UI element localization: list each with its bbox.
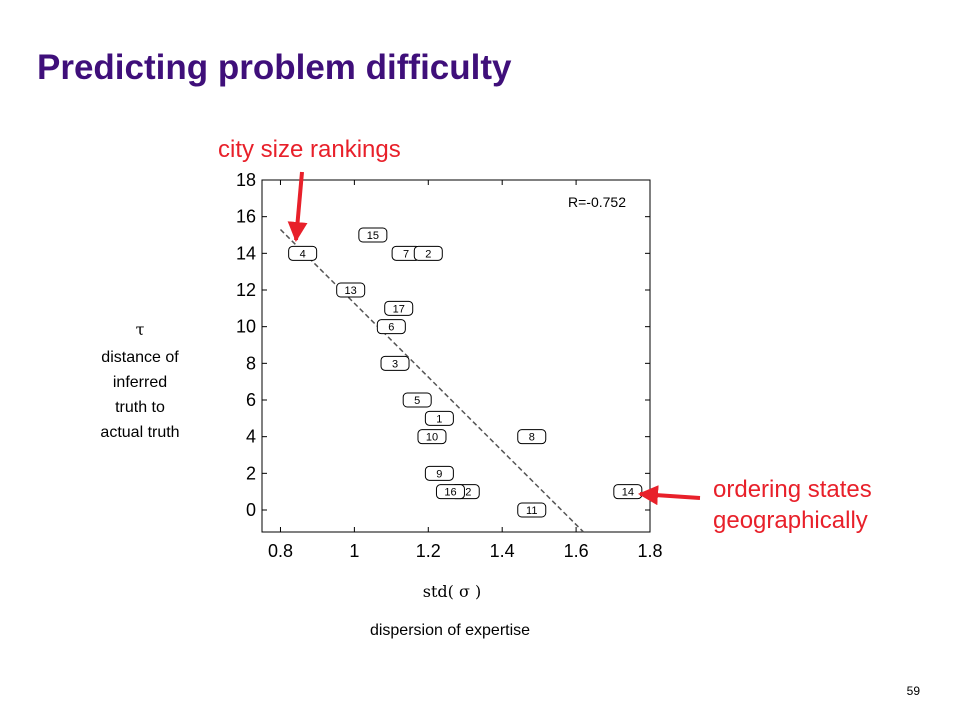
y-tick-label: 4 [246, 427, 256, 447]
x-tick-label: 0.8 [268, 541, 293, 561]
data-point-label: 15 [367, 230, 379, 242]
data-point-label: 9 [436, 468, 442, 480]
data-point-label: 3 [392, 358, 398, 370]
data-point-box [380, 355, 410, 371]
data-point: 11 [517, 502, 547, 518]
data-point: 16 [435, 484, 465, 500]
data-point-label: 5 [414, 395, 420, 407]
trend-line [279, 228, 585, 533]
axis-ticks [262, 179, 651, 532]
y-axis-description-line: inferred [112, 374, 168, 391]
slide-number: 59 [906, 684, 920, 698]
y-tick-label: 6 [246, 390, 256, 410]
data-point-box [424, 410, 454, 426]
data-point-box [435, 484, 465, 500]
x-axis-description: dispersion of expertise [369, 622, 531, 639]
data-point-label: 16 [444, 487, 456, 499]
y-tick-label: 18 [236, 170, 256, 190]
data-point-label: 14 [622, 487, 634, 499]
x-tick-label: 1.6 [564, 541, 589, 561]
x-tick-label: 1.2 [416, 541, 441, 561]
data-point-label: 10 [426, 432, 438, 444]
y-tick-label: 16 [236, 207, 256, 227]
correlation-annotation: R=-0.752 [568, 194, 626, 210]
data-point: 5 [402, 392, 432, 408]
y-axis-label-block: τ distance of inferred truth to actual t… [80, 320, 200, 445]
callout-ordering-states-line2: geographically [713, 507, 868, 534]
data-point: 10 [417, 429, 447, 445]
x-tick-label: 1 [349, 541, 359, 561]
data-point-box [288, 245, 318, 261]
y-tick-label: 0 [246, 500, 256, 520]
x-tick-label: 1.4 [490, 541, 515, 561]
y-tick-label: 10 [236, 317, 256, 337]
callout-ordering-states-line1: ordering states [713, 476, 872, 503]
x-tick-label: 1.8 [637, 541, 662, 561]
data-point: 8 [517, 429, 547, 445]
data-point-box [417, 429, 447, 445]
data-point-box [384, 300, 414, 316]
data-point-box [517, 429, 547, 445]
y-axis-symbol: τ [135, 320, 145, 339]
data-point-label: 4 [300, 248, 306, 260]
data-point-label: 2 [425, 248, 431, 260]
data-point: 3 [380, 355, 410, 371]
data-point-box [358, 227, 388, 243]
data-point: 14 [613, 484, 643, 500]
data-point-box [413, 245, 443, 261]
data-point: 13 [336, 282, 366, 298]
data-point-label: 17 [393, 303, 405, 315]
callout-ordering-states: ordering states geographically [713, 474, 872, 536]
y-axis-description-line: actual truth [100, 424, 180, 441]
data-point: 1 [424, 410, 454, 426]
data-point-label: 8 [529, 432, 535, 444]
data-point-box [517, 502, 547, 518]
x-axis-symbol: std( σ ) [422, 582, 482, 601]
y-axis-description-line: distance of [101, 349, 179, 366]
y-tick-label: 14 [236, 243, 256, 263]
data-point-label: 6 [388, 322, 394, 334]
data-point: 4 [288, 245, 318, 261]
data-point-label: 1 [436, 413, 442, 425]
callout-city-size-rankings: city size rankings [218, 136, 401, 163]
y-tick-label: 12 [236, 280, 256, 300]
plot-frame [261, 179, 651, 533]
data-point-label: 11 [526, 505, 537, 517]
data-point-label: 7 [403, 248, 409, 260]
y-tick-label: 2 [246, 463, 256, 483]
data-point: 9 [424, 465, 454, 481]
data-point: 2 [413, 245, 443, 261]
y-tick-label: 8 [246, 353, 256, 373]
data-point: 6 [376, 319, 406, 335]
data-point-box [402, 392, 432, 408]
data-point-box [336, 282, 366, 298]
arrow-ordering-states [638, 485, 701, 506]
arrow-city-size [287, 171, 308, 242]
data-point-box [376, 319, 406, 335]
slide-title: Predicting problem difficulty [37, 48, 512, 87]
y-axis-description-line: truth to [115, 399, 165, 416]
data-point-box [424, 465, 454, 481]
data-point-label: 13 [345, 285, 357, 297]
data-point: 15 [358, 227, 388, 243]
data-point: 17 [384, 300, 414, 316]
